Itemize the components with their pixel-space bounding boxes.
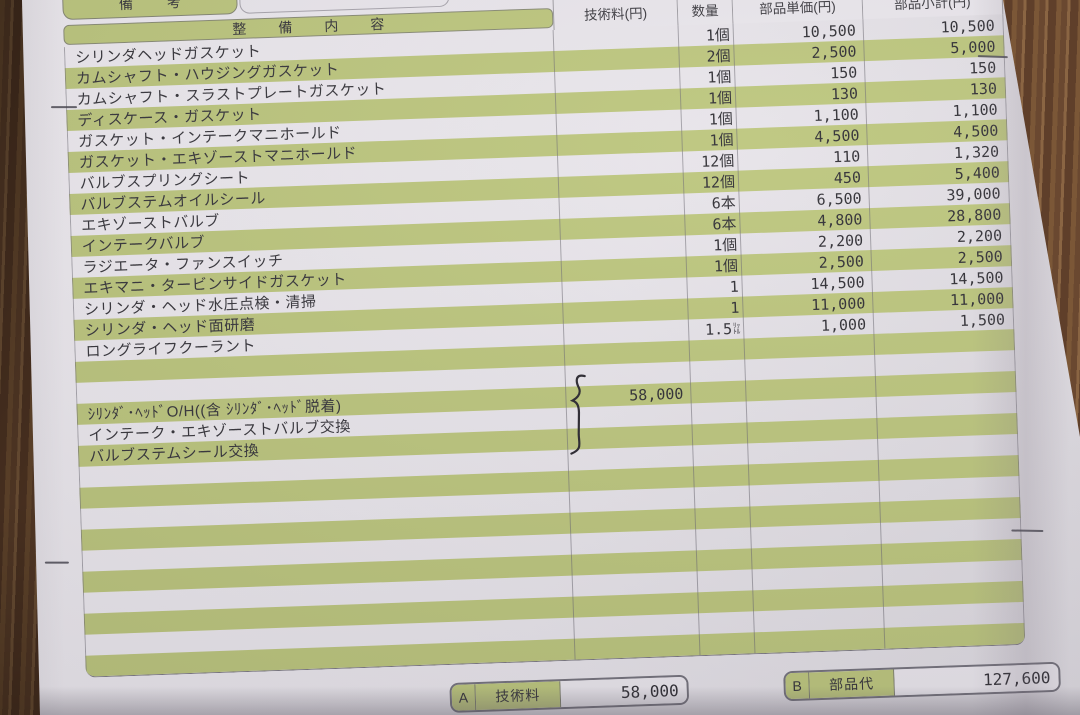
quantity-cell <box>691 401 748 425</box>
quantity-cell: 2個 <box>679 44 735 68</box>
quantity-cell: 1個 <box>680 86 737 110</box>
quantity-cell: 1個 <box>686 254 743 278</box>
quantity-cell <box>696 527 752 551</box>
quantity-cell: 12個 <box>683 170 740 194</box>
quantity-cell: 1 <box>688 296 744 320</box>
quantity-cell <box>694 485 751 509</box>
quantity-cell <box>696 548 753 572</box>
quantity-cell: 1.5 ﾘｯ ﾄﾙ <box>688 317 745 341</box>
quantity-cell <box>693 464 750 488</box>
quantity-column-header: 数量 <box>676 0 734 26</box>
labor-total-key: A <box>451 684 477 711</box>
parts-total-key: B <box>785 672 811 700</box>
quantity-cell: 1個 <box>678 23 735 47</box>
parts-total-box: B 部品代 127,600 <box>783 661 1062 702</box>
quantity-cell <box>689 338 746 362</box>
quantity-cell <box>697 569 754 593</box>
quantity-cell: 6本 <box>685 212 741 236</box>
quantity-cell <box>699 611 755 635</box>
remarks-header-label: 備 考 <box>118 0 192 13</box>
pen-mark <box>44 561 69 564</box>
parts-total-label: 部品代 <box>809 669 896 699</box>
invoice-rows: シリンダヘッドガスケット 1個 10,500 10,500 カムシャフト・ハウジングガス… <box>63 14 1026 678</box>
quantity-cell: 6本 <box>684 191 741 215</box>
quantity-cell: 1個 <box>685 233 742 257</box>
quantity-cell <box>690 380 747 404</box>
quantity-cell: 1個 <box>679 65 736 89</box>
quantity-unit-label: ﾘｯ ﾄﾙ <box>732 321 741 336</box>
handwritten-brace-mark <box>569 374 586 455</box>
parts-total-value: 127,600 <box>894 663 1059 696</box>
quantity-cell <box>699 632 756 656</box>
subtotal-cell <box>884 622 1026 649</box>
pen-mark <box>50 106 77 109</box>
remarks-header-cell: 備 考 <box>61 0 238 21</box>
labor-fee-cell <box>574 634 701 660</box>
labor-total-box: A 技術料 58,000 <box>449 674 690 713</box>
quantity-cell <box>690 359 746 383</box>
quantity-cell <box>692 422 749 446</box>
labor-total-label: 技術料 <box>475 681 562 711</box>
quantity-cell: 12個 <box>682 149 739 173</box>
quantity-cell: 1個 <box>682 128 738 152</box>
labor-total-value: 58,000 <box>560 676 688 708</box>
quantity-cell <box>693 443 749 467</box>
unit-price-cell <box>754 627 886 654</box>
quantity-cell <box>695 506 752 530</box>
invoice-print-layer: 備 考 整 備 内 容 技術料(円) 数量 部品単価(円) 部品小計(円) シリ… <box>22 0 1072 715</box>
quantity-cell: 1 <box>687 275 744 299</box>
quantity-cell <box>698 590 755 614</box>
quantity-cell: 1個 <box>681 107 738 131</box>
